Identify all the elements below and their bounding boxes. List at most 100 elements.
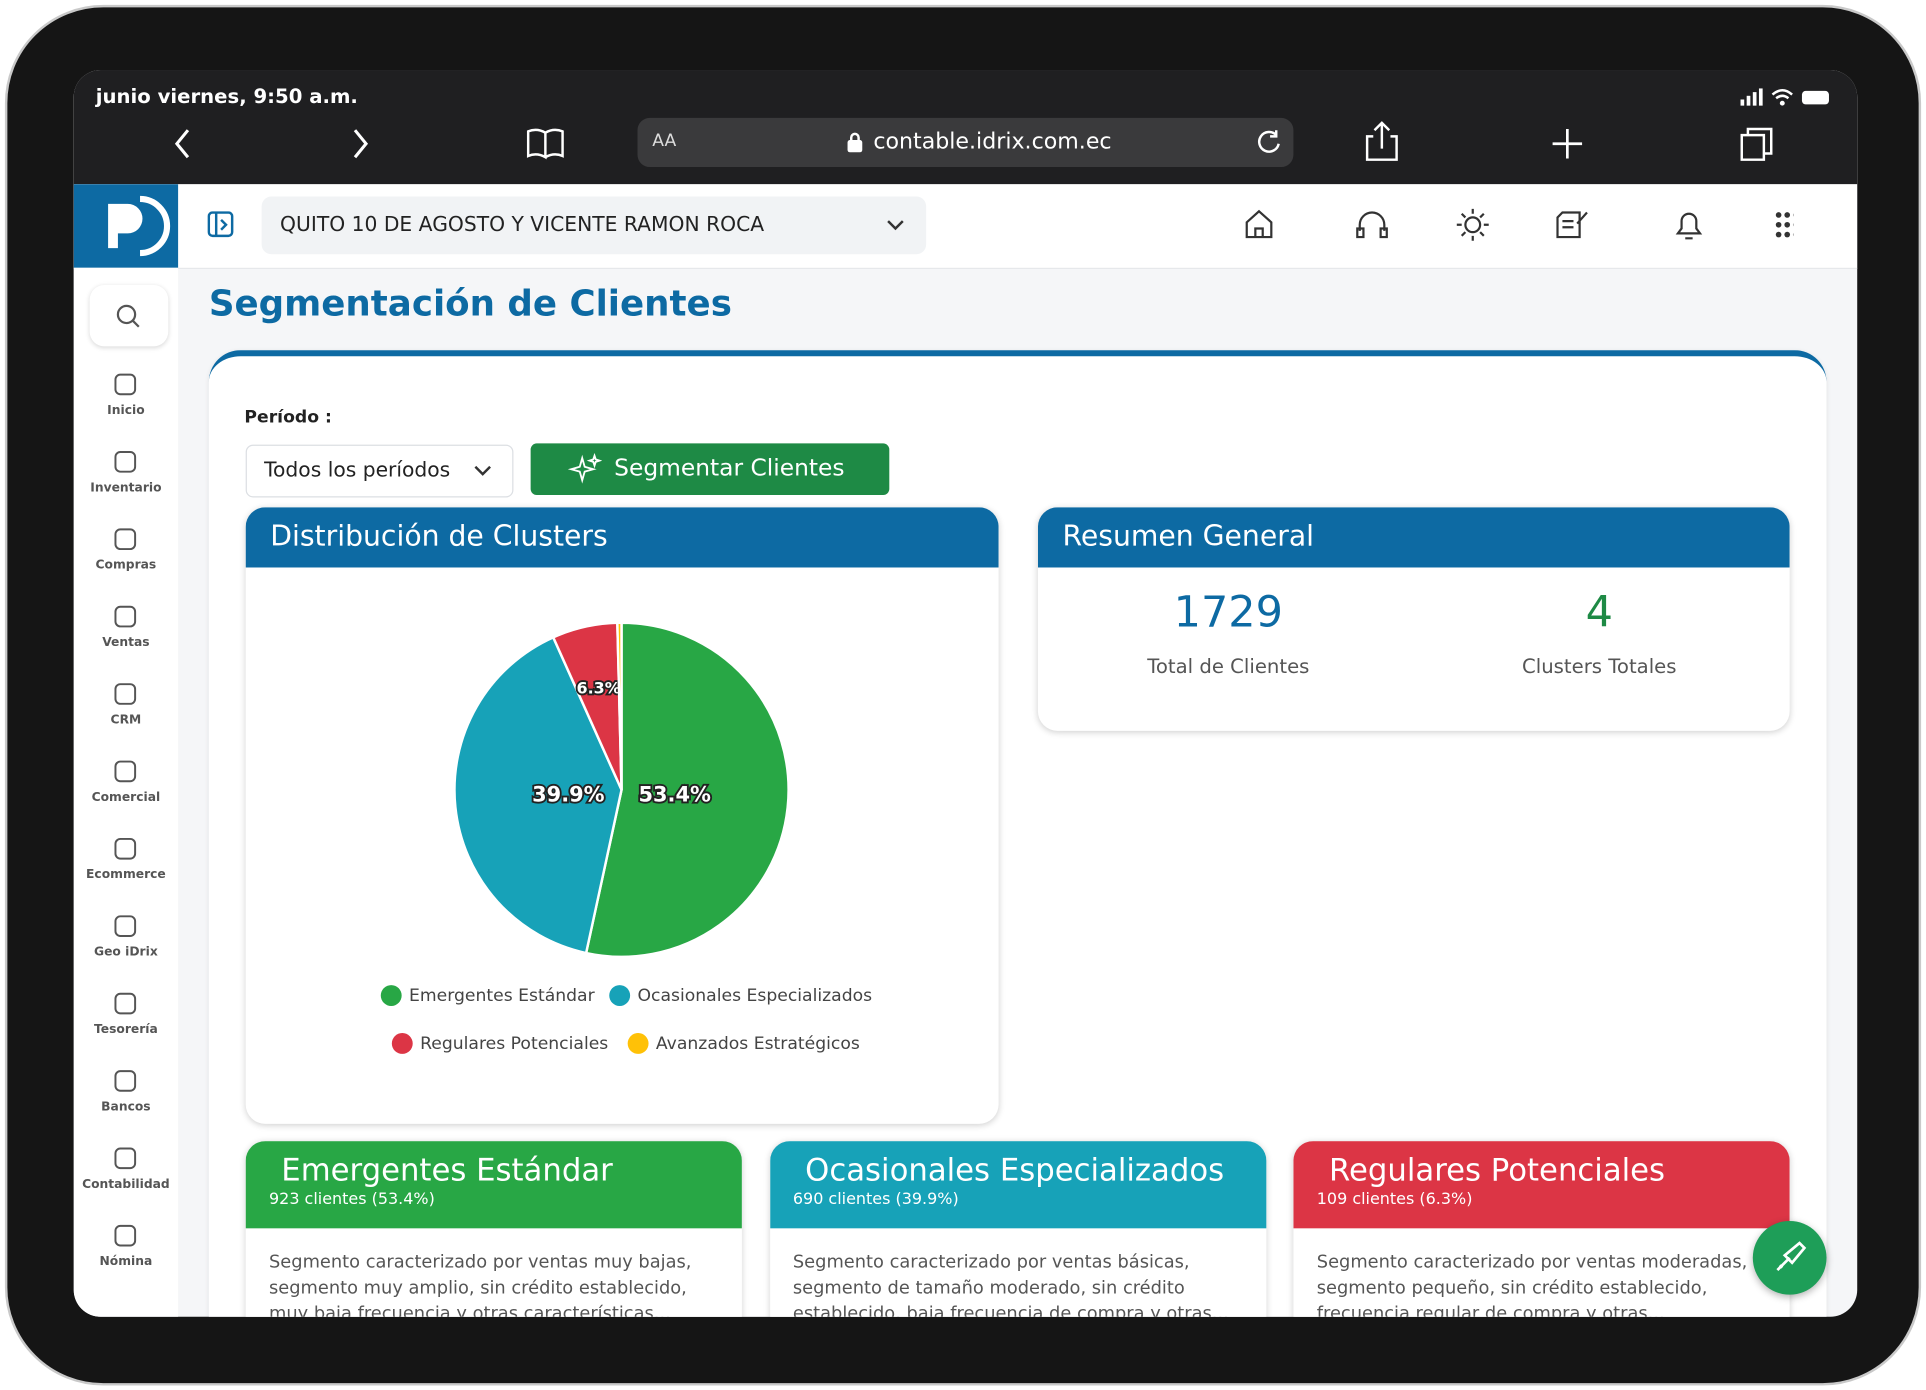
reload-button[interactable] (1254, 128, 1283, 157)
sidebar-label: Nómina (99, 1255, 153, 1269)
segment-name: Emergentes Estándar (281, 1152, 613, 1188)
text-size-button[interactable]: AA (652, 131, 677, 152)
chart-panel: Distribución de Clusters 53.4% 39.9% 6.3% … (245, 507, 999, 1124)
sidebar-icon (114, 528, 137, 551)
segment-subtitle: 690 clientes (39.9%) (792, 1190, 959, 1209)
segment-subtitle: 109 clientes (6.3%) (1316, 1190, 1473, 1209)
sidebar-label: Ecommerce (86, 868, 166, 882)
status-time: junio viernes, 9:50 a.m. (95, 84, 358, 109)
sidebar-icon (114, 915, 137, 937)
icon-shape (114, 915, 137, 937)
icon-shape (114, 992, 137, 1015)
location-select[interactable]: QUITO 10 DE AGOSTO Y VICENTE RAMON ROCA (261, 196, 927, 255)
icon-shape (114, 451, 137, 473)
back-button[interactable] (174, 129, 190, 159)
chevron (474, 465, 491, 476)
sidebar-item[interactable]: Inventario (74, 448, 178, 509)
sidebar-toggle[interactable] (207, 211, 235, 238)
summary-panel: Resumen General 1729 Total de Clientes 4 Cl… (1037, 507, 1790, 731)
sidebar-label: Tesorería (94, 1023, 158, 1037)
legend-item: Avanzados Estratégicos (627, 1033, 860, 1054)
sidebar-label: Comercial (91, 791, 161, 805)
sidebar-item[interactable]: Bancos (74, 1067, 178, 1128)
apps-icon[interactable] (1775, 212, 1794, 238)
pie-slice (616, 621, 623, 790)
legend-label: Ocasionales Especializados (637, 985, 873, 1006)
segment-description: Segmento caracterizado por ventas modera… (1316, 1252, 1748, 1317)
pie-value-label: 39.9% (532, 782, 605, 806)
logo[interactable] (73, 184, 179, 268)
summary-title: Resumen General (1037, 507, 1790, 568)
sidebar-label: Contabilidad (82, 1177, 170, 1192)
pie-value-label: 53.4% (638, 783, 711, 807)
sidebar-item[interactable]: Ventas (74, 603, 178, 664)
sidebar-icon (114, 451, 137, 473)
segment-card: Ocasionales Especializados 690 clientes (… (769, 1141, 1266, 1317)
segment-button[interactable]: Segmentar Clientes (530, 443, 890, 496)
theme-icon[interactable] (1456, 208, 1489, 241)
stat-label: Clusters Totales (1522, 654, 1677, 679)
icon-shape (114, 605, 137, 628)
sidebar-label: Inicio (107, 404, 145, 418)
browser-bar: junio viernes, 9:50 a.m. AA contable.idr… (73, 70, 1858, 185)
notifications-icon[interactable] (1675, 212, 1703, 240)
sidebar-item[interactable]: CRM (74, 680, 178, 741)
legend-label: Regulares Potenciales (420, 1033, 609, 1054)
period-label: Período : (244, 407, 332, 428)
stat-value: 4 (1585, 588, 1613, 638)
sidebar-icon (114, 1147, 137, 1170)
sidebar-icon (114, 1070, 137, 1092)
stat-value: 1729 (1173, 588, 1284, 638)
new-tab-button[interactable] (1552, 128, 1583, 159)
segment-name: Ocasionales Especializados (805, 1152, 1225, 1188)
icon-shape (114, 683, 137, 705)
url-field[interactable]: AA contable.idrix.com.ec (637, 117, 1294, 168)
sidebar-item[interactable]: Tesorería (74, 990, 178, 1051)
period-select[interactable]: Todos los períodos (245, 444, 514, 498)
segment-subtitle: 923 clientes (53.4%) (269, 1190, 435, 1209)
sidebar-item[interactable]: Nómina (74, 1222, 178, 1283)
pie-value-label: 6.3% (576, 678, 620, 697)
sidebar-item[interactable]: Ecommerce (74, 835, 178, 896)
search-button[interactable] (89, 284, 169, 347)
bookmarks-button[interactable] (526, 128, 564, 160)
sidebar-item[interactable]: Comercial (74, 758, 178, 819)
sidebar-icon (114, 992, 137, 1015)
legend-swatch (391, 1033, 413, 1054)
browser-controls (174, 121, 1773, 161)
lock-icon (847, 132, 863, 153)
location-text: QUITO 10 DE AGOSTO Y VICENTE RAMON ROCA (280, 212, 765, 236)
legend-item: Emergentes Estándar (380, 985, 595, 1006)
sidebar-label: CRM (110, 713, 142, 728)
sidebar-item[interactable]: Geo iDrix (74, 913, 178, 974)
segment-name: Regulares Potenciales (1329, 1152, 1666, 1188)
sidebar-item[interactable]: Contabilidad (74, 1145, 178, 1206)
icon-shape (114, 837, 137, 860)
segment-card: Regulares Potenciales 109 clientes (6.3%)… (1293, 1141, 1790, 1317)
forward-button[interactable] (353, 129, 369, 159)
segment-card: Emergentes Estándar 923 clientes (53.4%) S… (245, 1141, 742, 1317)
sidebar-item[interactable]: Compras (74, 526, 178, 587)
sidebar-icon (114, 1224, 137, 1247)
tabs-button[interactable] (1740, 127, 1773, 161)
notes-icon[interactable] (1556, 211, 1588, 239)
segment-description: Segmento caracterizado por ventas básica… (792, 1252, 1229, 1317)
pie-slice (584, 621, 790, 959)
sidebar-icon (114, 760, 137, 783)
support-icon[interactable] (1356, 211, 1388, 239)
sidebar-icon (114, 683, 137, 705)
segment-header: Regulares Potenciales 109 clientes (6.3%) (1293, 1141, 1790, 1229)
sidebar-label: Inventario (90, 481, 162, 496)
sidebar-item[interactable]: Inicio (74, 371, 178, 432)
stat-label: Total de Clientes (1147, 654, 1310, 679)
legend-swatch (627, 1033, 649, 1054)
fab-button[interactable] (1752, 1220, 1827, 1295)
icon-shape (114, 373, 137, 396)
icon-shape (114, 1147, 137, 1170)
legend-swatch (380, 985, 402, 1006)
sparkle-icon (567, 453, 602, 484)
share-button[interactable] (1365, 121, 1398, 161)
icon-shape (114, 1070, 137, 1092)
home-icon[interactable] (1245, 209, 1273, 239)
chart-title: Distribución de Clusters (245, 507, 999, 568)
